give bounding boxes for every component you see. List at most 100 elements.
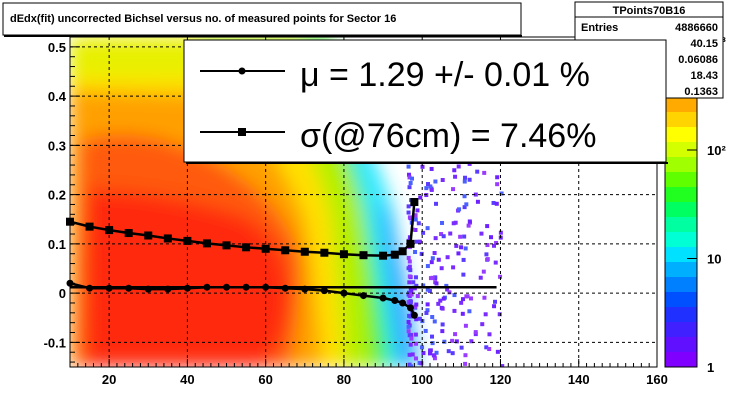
tail-pixel <box>430 256 435 261</box>
tail-pixel <box>407 290 412 295</box>
tail-pixel <box>464 202 469 207</box>
tail-pixel <box>451 187 456 192</box>
series-0-point <box>86 284 94 292</box>
tail-pixel <box>420 164 425 169</box>
tail-pixel <box>438 298 443 303</box>
tail-pixel <box>463 323 468 328</box>
tail-pixel <box>416 366 421 367</box>
tail-pixel <box>463 175 468 180</box>
tail-pixel <box>460 311 465 316</box>
colorbar-cell <box>665 217 697 233</box>
tail-pixel <box>431 353 436 358</box>
stats-value-mean: 40.15 <box>690 38 718 50</box>
tail-pixel <box>425 308 430 313</box>
tail-pixel <box>410 352 415 357</box>
tail-pixel <box>456 164 461 169</box>
tail-pixel <box>407 264 412 269</box>
tail-pixel <box>473 192 478 197</box>
tail-pixel <box>424 186 429 191</box>
legend-sigma-text: σ(@76cm) = 7.46% <box>300 117 596 155</box>
series-0-point <box>223 283 231 291</box>
tail-pixel <box>483 312 488 317</box>
tail-pixel <box>456 251 461 256</box>
series-1-point <box>105 226 114 235</box>
x-tick-label: 60 <box>258 372 272 387</box>
tail-pixel <box>433 275 438 280</box>
series-0-point <box>320 287 328 295</box>
y-tick-label: 0.3 <box>48 138 66 153</box>
tail-pixel <box>487 332 492 337</box>
y-tick-label: 0 <box>59 286 66 301</box>
tail-pixel <box>441 296 446 301</box>
tail-pixel <box>413 356 418 361</box>
tail-pixel <box>466 223 471 228</box>
tail-pixel <box>433 179 438 184</box>
tail-pixel <box>408 181 413 186</box>
tail-pixel <box>447 290 452 295</box>
colorbar-tick-label: 10² <box>707 143 726 158</box>
tail-pixel <box>409 336 414 341</box>
tail-pixel <box>406 172 411 177</box>
colorbar-cell <box>665 292 697 308</box>
tail-pixel <box>463 246 468 251</box>
colorbar-cell <box>665 112 697 128</box>
tail-pixel <box>473 330 478 335</box>
tail-pixel <box>475 199 480 204</box>
series-0-point <box>379 294 387 302</box>
tail-pixel <box>406 255 411 260</box>
tail-pixel <box>411 280 416 285</box>
tail-pixel <box>413 250 418 255</box>
tail-pixel <box>480 322 485 327</box>
colorbar-cell <box>665 307 697 323</box>
tail-pixel <box>458 234 463 239</box>
tail-pixel <box>432 356 437 361</box>
tail-pixel <box>439 266 444 271</box>
tail-pixel <box>467 177 472 182</box>
colorbar-cell <box>665 202 697 218</box>
tail-pixel <box>417 239 422 244</box>
series-0-point <box>360 292 367 300</box>
tail-pixel <box>454 339 459 344</box>
tail-pixel <box>467 219 472 224</box>
tail-pixel <box>406 324 411 329</box>
stats-value-entries: 4886660 <box>675 22 718 34</box>
tail-pixel <box>463 353 468 358</box>
tail-pixel <box>452 168 457 173</box>
colorbar-cell <box>665 232 697 248</box>
series-1-point <box>202 239 211 248</box>
series-0-point <box>410 311 418 319</box>
series-0-point <box>105 284 113 292</box>
series-0-point <box>144 285 152 293</box>
tail-pixel <box>425 264 430 269</box>
series-1-point <box>410 198 419 206</box>
series-0-point <box>125 284 133 292</box>
tail-pixel <box>425 226 430 231</box>
tail-pixel <box>462 205 467 210</box>
tail-pixel <box>454 243 459 248</box>
colorbar-cell <box>665 352 697 368</box>
y-axis: -0.1 0 0.1 0.2 0.3 0.4 0.5 <box>44 40 80 363</box>
legend-mu-marker <box>238 67 246 75</box>
tail-pixel <box>413 304 418 309</box>
tail-pixel <box>498 274 503 279</box>
series-1-point <box>398 247 407 256</box>
tail-pixel <box>429 166 434 171</box>
tail-pixel <box>493 299 498 304</box>
tail-pixel <box>414 302 419 307</box>
tail-pixel <box>461 257 466 262</box>
tail-pixel <box>451 221 456 226</box>
x-tick-label: 40 <box>180 372 194 387</box>
series-1-point <box>183 236 192 245</box>
tail-pixel <box>420 345 425 350</box>
tail-pixel <box>428 184 433 189</box>
tail-pixel <box>497 312 502 317</box>
tail-pixel <box>433 236 438 241</box>
tail-pixel <box>436 257 441 262</box>
tail-pixel <box>432 250 437 255</box>
series-1-point <box>222 241 231 250</box>
stats-box-name: TPoints70B16 <box>613 5 686 17</box>
series-0-point <box>242 283 250 291</box>
tail-pixel <box>445 255 450 260</box>
series-1-point <box>261 244 270 253</box>
